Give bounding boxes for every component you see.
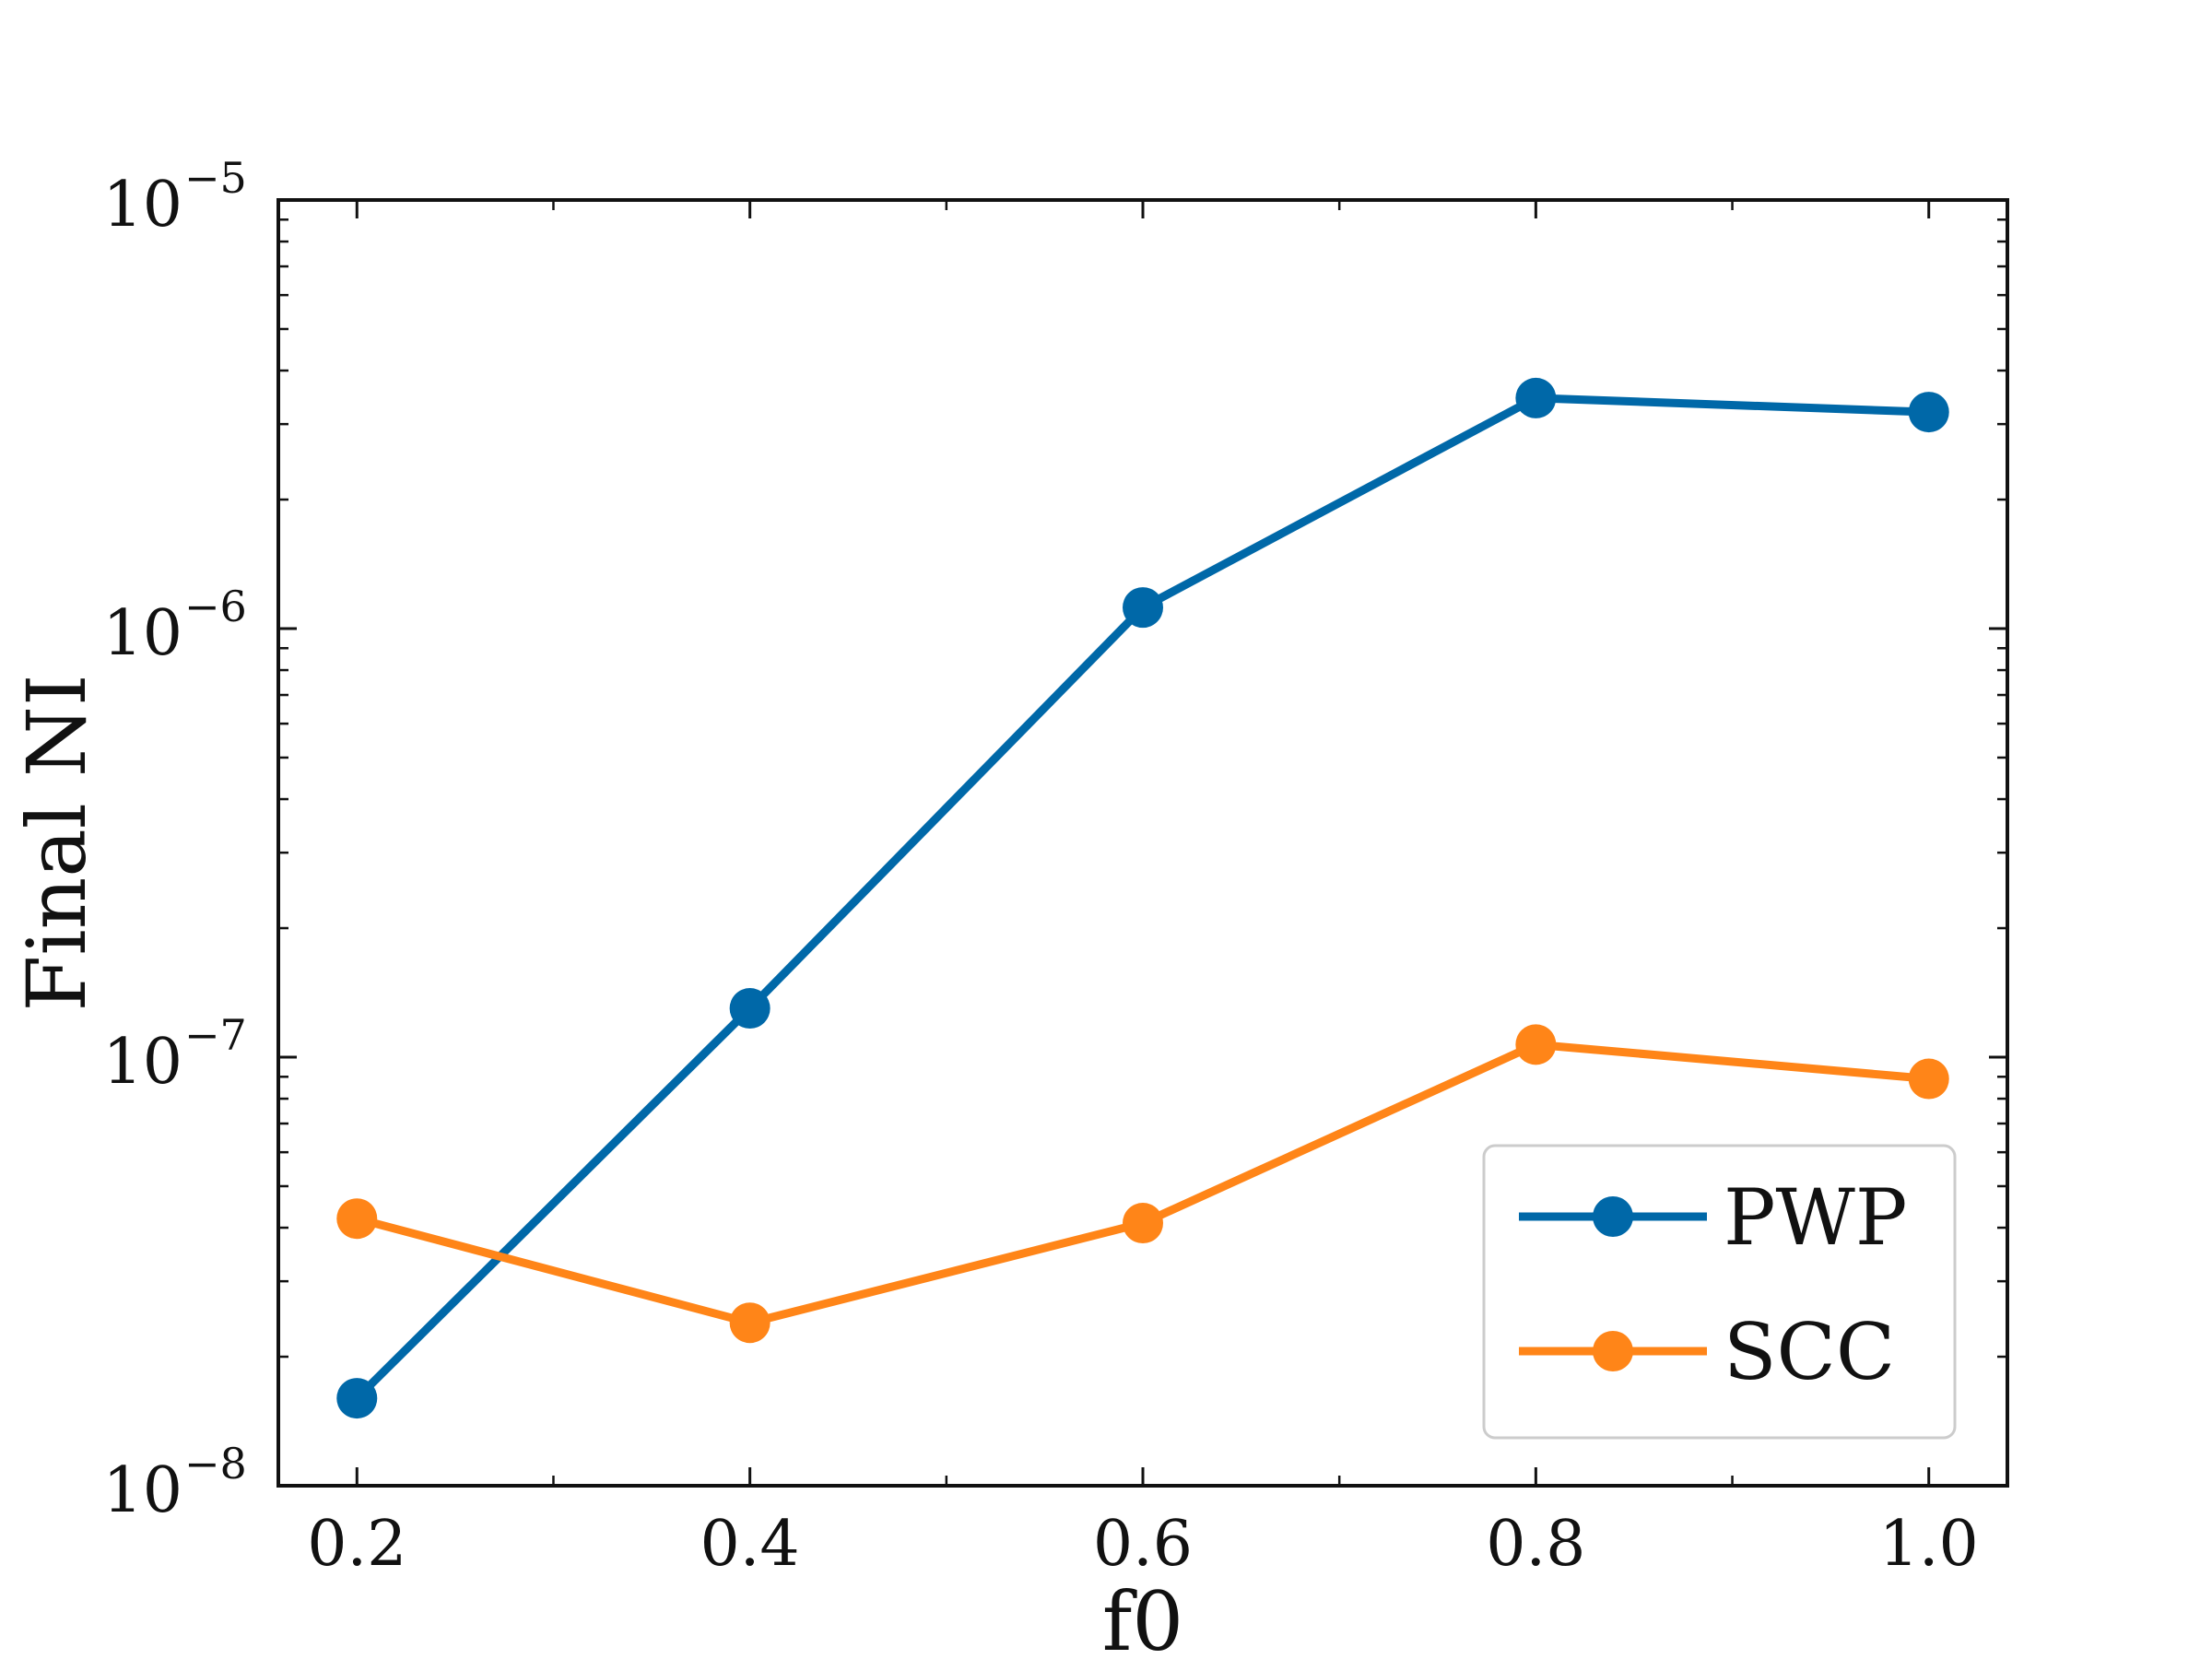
y-tick-label: 10 −7 [102,1010,246,1099]
y-tick-labels: 10−810−710−610−5 [102,153,246,1527]
data-point [336,1378,378,1419]
y-axis-title: Final NI [9,674,104,1011]
y-tick-label: 10 −8 [102,1439,246,1527]
x-tick-label: 0.6 [1093,1508,1193,1581]
x-tick-labels: 0.2 0.4 0.6 0.8 1.0 [307,1508,1979,1581]
data-point [1123,587,1163,629]
data-point [729,988,771,1030]
y-tick-label-exponent: −8 [184,1439,247,1488]
legend-marker [1593,1331,1633,1371]
legend-item: SCC [1519,1307,1895,1397]
series-scc [336,1024,1949,1344]
data-point [1908,1058,1949,1100]
legend-label: SCC [1724,1307,1895,1397]
series-layer [336,377,1949,1419]
data-point [1515,1024,1557,1065]
legend-label: PWP [1724,1172,1907,1263]
x-tick-label: 0.2 [307,1508,406,1581]
data-point [729,1302,771,1344]
data-point [336,1198,378,1240]
data-point [1908,392,1949,433]
data-point [1123,1203,1163,1244]
plot-frame [276,198,2009,1488]
series-pwp [336,377,1949,1419]
x-tick-label: 0.4 [700,1508,800,1581]
legend-item: PWP [1519,1172,1907,1263]
x-tick-label: 1.0 [1879,1508,1979,1581]
y-tick-label-base: 10 [102,1454,182,1527]
legend-marker [1593,1196,1633,1237]
y-tick-label-base: 10 [102,597,182,670]
x-axis-title: f0 [1102,1574,1184,1659]
y-tick-label-exponent: −6 [184,582,247,631]
y-tick-label-exponent: −7 [184,1010,247,1060]
legend: PWP SCC [1482,1144,1957,1440]
x-tick-label: 0.8 [1486,1508,1585,1581]
y-tick-label-base: 10 [102,169,182,241]
y-tick-label: 10 −6 [102,582,246,670]
y-tick-label: 10 −5 [102,153,246,241]
y-tick-label-exponent: −5 [184,153,247,203]
y-tick-label-base: 10 [102,1026,182,1099]
data-point [1515,377,1557,418]
